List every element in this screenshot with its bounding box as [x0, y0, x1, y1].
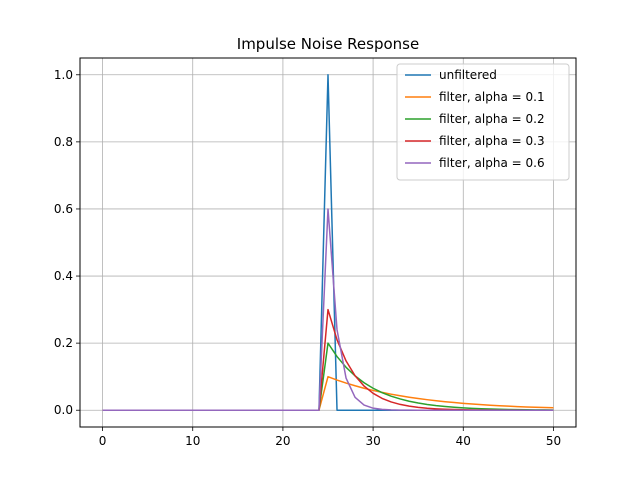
x-tick-label: 50 — [546, 434, 561, 448]
x-tick-label: 30 — [365, 434, 380, 448]
y-tick-label: 0.8 — [54, 135, 73, 149]
y-tick-label: 0.0 — [54, 403, 73, 417]
y-axis-ticks: 0.0 0.2 0.4 0.6 0.8 1.0 — [54, 68, 80, 417]
y-tick-label: 1.0 — [54, 68, 73, 82]
y-tick-label: 0.6 — [54, 202, 73, 216]
legend-label-3: filter, alpha = 0.3 — [439, 134, 545, 148]
y-tick-label: 0.4 — [54, 269, 73, 283]
x-tick-label: 10 — [185, 434, 200, 448]
chart-title: Impulse Noise Response — [237, 35, 419, 53]
x-tick-label: 0 — [99, 434, 107, 448]
x-tick-label: 20 — [275, 434, 290, 448]
legend: unfiltered filter, alpha = 0.1 filter, alp… — [396, 63, 570, 181]
y-tick-label: 0.2 — [54, 336, 73, 350]
plot-lines — [102, 74, 554, 411]
x-axis-ticks: 0 10 20 30 40 50 — [99, 427, 561, 448]
legend-label-2: filter, alpha = 0.2 — [439, 112, 545, 126]
legend-label-0: unfiltered — [439, 68, 497, 82]
legend-box — [396, 63, 570, 181]
legend-label-1: filter, alpha = 0.1 — [439, 90, 545, 104]
series-line-4 — [102, 208, 554, 411]
plot-area-frame — [79, 57, 577, 428]
x-tick-label: 40 — [456, 434, 471, 448]
legend-label-4: filter, alpha = 0.6 — [439, 156, 545, 170]
